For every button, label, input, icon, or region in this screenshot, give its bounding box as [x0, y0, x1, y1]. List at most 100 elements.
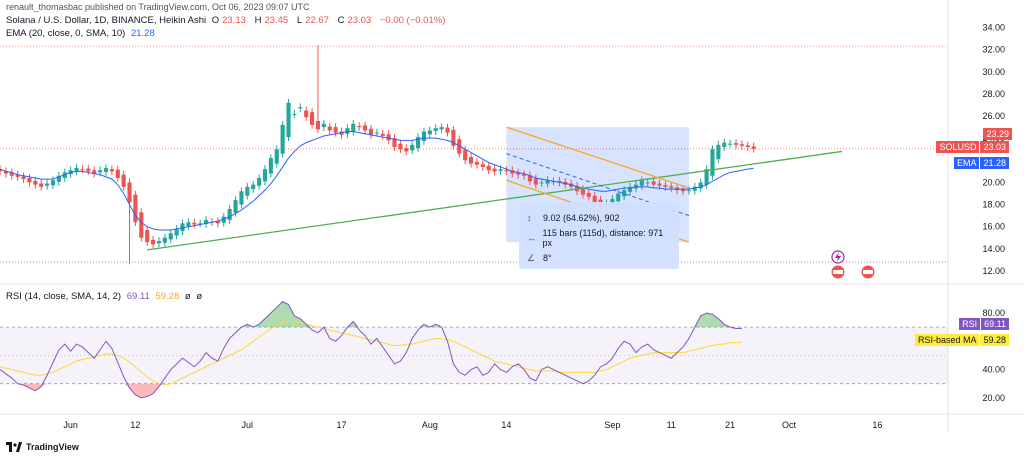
candle — [580, 189, 585, 195]
candle — [427, 130, 432, 135]
candle — [410, 144, 415, 151]
price-tick-12: 12.00 — [982, 266, 1005, 276]
candle — [510, 170, 515, 174]
candle — [310, 112, 315, 125]
symbol-title: Solana / U.S. Dollar, 1D, BINANCE, Heiki… — [6, 15, 207, 26]
rsi-overbought-fill — [282, 301, 289, 328]
candle — [351, 123, 356, 132]
time-tick-16: 16 — [872, 420, 882, 430]
candle — [45, 183, 50, 186]
candle — [268, 158, 273, 174]
candle — [486, 165, 491, 171]
candle — [15, 174, 20, 177]
price-tick-18: 18.00 — [982, 200, 1005, 210]
candle — [39, 183, 44, 187]
rsi-extra2: ø — [196, 291, 203, 302]
candle — [680, 189, 686, 192]
time-tick-14: 14 — [501, 420, 511, 430]
candle — [433, 128, 438, 131]
rsi-overbought-fill — [294, 315, 301, 328]
ohlc-low: L 22.67 — [296, 15, 329, 26]
candle — [133, 194, 138, 223]
rsi-oversold-fill — [29, 383, 36, 391]
candle — [115, 169, 120, 178]
rsi-overbought-fill — [270, 307, 277, 328]
candle — [704, 169, 709, 185]
rsi-overbought-fill — [700, 312, 707, 328]
candle — [239, 191, 244, 205]
time-tick-11: 11 — [667, 420, 676, 430]
candle — [716, 144, 721, 160]
rsi-tick-40: 40.00 — [982, 365, 1005, 375]
ohlc-high: H 23.45 — [254, 15, 289, 26]
time-tick-Sep: Sep — [604, 420, 620, 430]
candle — [257, 178, 262, 186]
candle — [463, 149, 468, 161]
candle — [445, 127, 450, 133]
ema-tag: EMA — [953, 157, 980, 169]
candle — [333, 127, 338, 133]
candle — [262, 169, 268, 182]
candle — [298, 107, 303, 109]
rsi-ma-tag: RSI-based MA — [914, 334, 980, 346]
candle — [274, 149, 279, 164]
candle — [722, 142, 727, 148]
rsi-overbought-fill — [288, 304, 295, 328]
candle — [398, 143, 403, 150]
candle — [245, 186, 250, 196]
rsi-oversold-fill — [147, 383, 154, 397]
rsi-overbought-fill — [264, 312, 271, 328]
rsi-ma-legend-value: 59.28 — [155, 291, 180, 302]
measure-tooltip: ↕ 9.02 (64.62%), 902 ↔ 115 bars (115d), di… — [519, 202, 679, 269]
ema-line — [0, 131, 754, 231]
candle — [151, 239, 156, 245]
candle — [627, 186, 633, 192]
candle — [416, 137, 421, 149]
price-tick-32: 32.00 — [982, 45, 1005, 55]
time-tick-Jun: Jun — [63, 420, 78, 430]
high-price-badge: 23.29 — [983, 128, 1012, 140]
candle — [321, 123, 326, 128]
candle — [710, 149, 715, 176]
lightning-bolt-icon — [835, 252, 841, 262]
candle — [733, 143, 739, 145]
candle — [156, 241, 162, 244]
candle — [751, 146, 756, 149]
angle-icon: ∠ — [527, 252, 536, 263]
tradingview-brand[interactable]: TradingView — [6, 442, 79, 452]
rsi-overbought-fill — [300, 318, 307, 328]
candle — [127, 182, 132, 203]
candle — [545, 180, 550, 184]
time-tick-12: 12 — [130, 420, 140, 430]
candle — [327, 126, 332, 131]
candle — [315, 121, 321, 130]
candle — [0, 169, 3, 172]
price-tick-26: 26.00 — [982, 111, 1005, 121]
price-tick-20: 20.00 — [982, 177, 1005, 187]
time-tick-Aug: Aug — [422, 420, 438, 430]
candle — [368, 128, 374, 135]
candle — [386, 134, 391, 141]
candle — [421, 131, 427, 141]
rsi-ma-badge: RSI-based MA 59.28 — [912, 334, 1012, 346]
rsi-overbought-fill — [306, 324, 313, 328]
candle — [139, 212, 144, 238]
ema-legend-value: 21.28 — [130, 28, 155, 39]
price-tick-30: 30.00 — [982, 67, 1005, 77]
candle — [645, 182, 650, 184]
candle — [186, 222, 191, 227]
candle — [145, 230, 150, 243]
price-tick-16: 16.00 — [982, 222, 1005, 232]
candle — [215, 221, 220, 224]
attribution: renault_thomasbac published on TradingVi… — [6, 2, 310, 12]
rsi-overbought-fill — [706, 312, 713, 328]
ema-price: 21.28 — [980, 157, 1009, 169]
rsi-tick-20: 20.00 — [982, 393, 1005, 403]
rsi-oversold-fill — [129, 383, 136, 396]
candle — [745, 145, 750, 148]
rsi-band — [0, 327, 948, 384]
candle — [192, 222, 197, 225]
candle — [639, 180, 644, 186]
candle — [27, 178, 32, 183]
